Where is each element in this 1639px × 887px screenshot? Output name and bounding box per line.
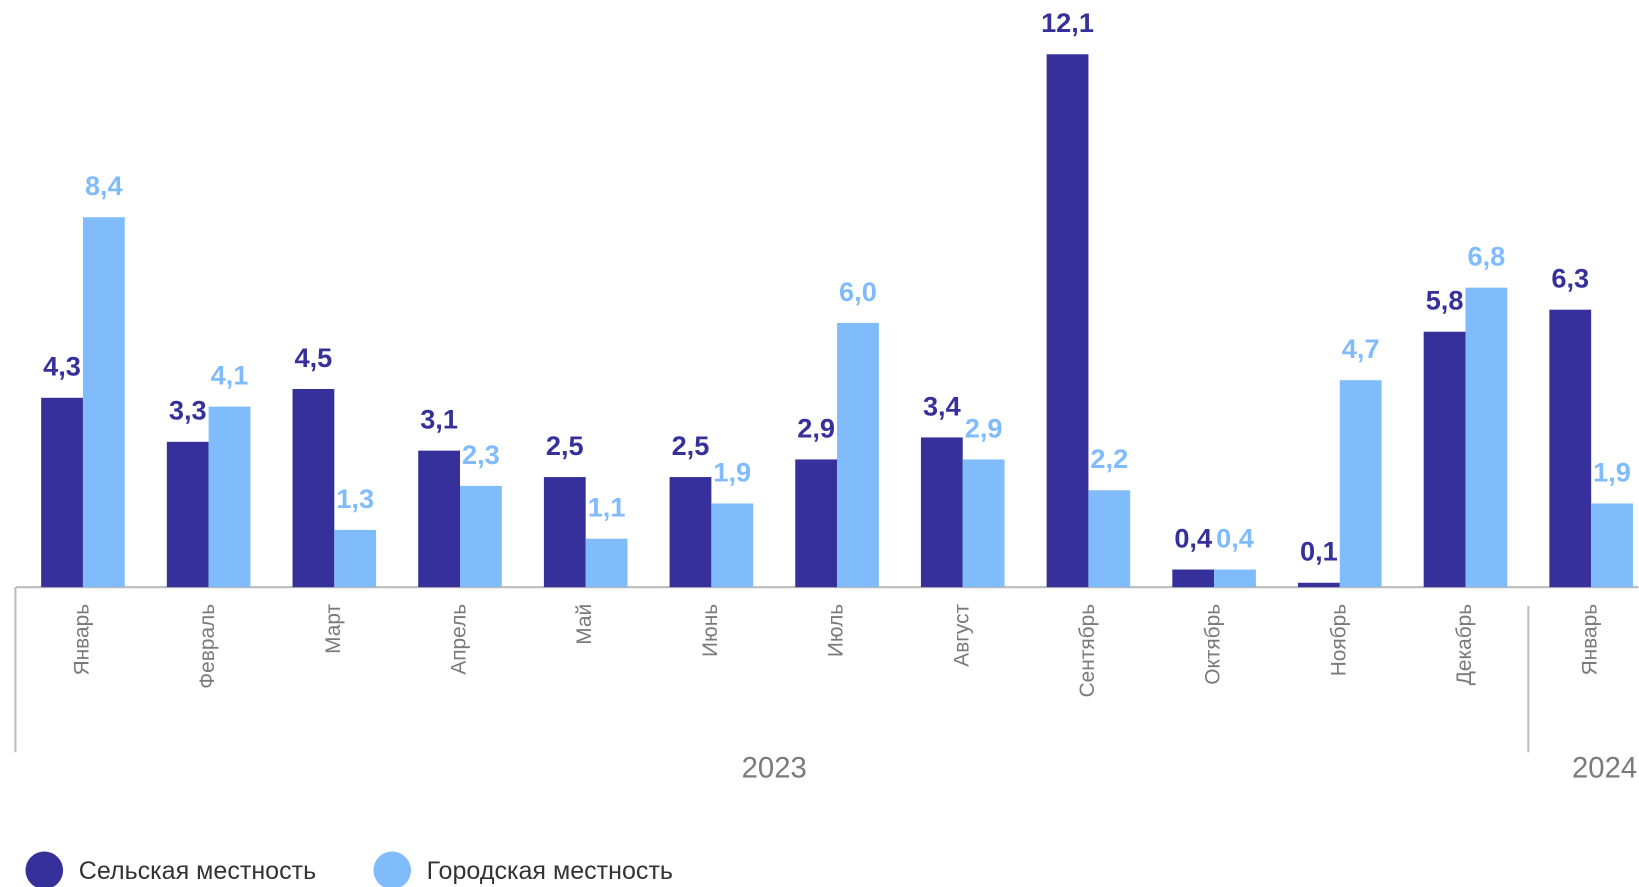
- x-tick-label: Декабрь: [1453, 604, 1476, 686]
- value-label: 4,3: [43, 351, 81, 382]
- value-label: 2,5: [672, 430, 710, 461]
- x-tick-label: Февраль: [196, 604, 219, 689]
- bar: [1591, 503, 1633, 588]
- bar: [1549, 309, 1592, 588]
- value-label: 1,1: [588, 492, 626, 523]
- bar: [669, 477, 712, 588]
- legend-label: Сельская местность: [79, 857, 316, 885]
- value-label: 6,8: [1467, 241, 1505, 272]
- bar: [1046, 54, 1089, 588]
- bar: [795, 459, 838, 588]
- value-label: 3,3: [169, 395, 207, 426]
- value-label: 6,3: [1551, 263, 1589, 294]
- value-label: 3,1: [420, 404, 458, 435]
- bar: [418, 450, 460, 588]
- value-label: 5,8: [1426, 285, 1464, 316]
- bar: [920, 437, 963, 588]
- value-label: 2,9: [797, 412, 835, 443]
- value-label: 2,5: [546, 430, 584, 461]
- bar: [334, 529, 377, 588]
- value-label: 2,9: [965, 412, 1003, 443]
- value-label: 12,1: [1041, 7, 1094, 38]
- x-tick-label: Ноябрь: [1327, 604, 1350, 677]
- x-tick-label: Март: [322, 603, 345, 653]
- value-label: 0,4: [1174, 522, 1212, 553]
- bar: [543, 477, 586, 588]
- bar: [1465, 287, 1508, 588]
- legend-swatch: [373, 851, 411, 887]
- bar: [1214, 569, 1256, 588]
- value-label: 0,1: [1300, 536, 1338, 567]
- bar: [1172, 569, 1215, 588]
- bar: [1297, 582, 1340, 588]
- bar: [82, 217, 125, 588]
- bar: [1088, 490, 1131, 588]
- bar: [1423, 331, 1466, 588]
- bar: [459, 485, 502, 588]
- value-label: 1,9: [713, 456, 751, 487]
- value-label: 2,2: [1090, 443, 1128, 474]
- bar: [41, 397, 83, 588]
- x-tick-label: Октябрь: [1202, 604, 1225, 685]
- bar: [962, 459, 1005, 588]
- value-label: 4,1: [211, 360, 249, 391]
- value-label: 2,3: [462, 439, 500, 470]
- x-tick-label: Январь: [1579, 604, 1602, 676]
- bar: [837, 322, 879, 588]
- x-tick-label: Июль: [825, 604, 848, 657]
- legend-label: Городская местность: [427, 857, 673, 885]
- x-tick-label: Май: [573, 604, 596, 645]
- group-label: 2024: [1572, 753, 1637, 785]
- value-label: 4,7: [1342, 333, 1380, 364]
- value-label: 3,4: [923, 390, 961, 421]
- value-label: 8,4: [85, 170, 123, 201]
- x-tick-label: Сентябрь: [1076, 604, 1099, 698]
- value-label: 1,9: [1593, 456, 1631, 487]
- value-label: 4,5: [295, 342, 333, 373]
- value-label: 1,3: [336, 483, 374, 514]
- x-tick-label: Август: [950, 603, 973, 666]
- legend-swatch: [25, 851, 64, 887]
- x-tick-label: Апрель: [448, 604, 471, 675]
- bar: [711, 503, 754, 588]
- bar: [585, 538, 628, 588]
- value-label: 6,0: [839, 276, 877, 307]
- group-label: 2023: [742, 753, 807, 785]
- bar: [292, 388, 335, 588]
- x-tick-label: Июнь: [699, 604, 722, 657]
- bar: [208, 406, 251, 588]
- x-tick-label: Январь: [70, 604, 93, 676]
- bar: [166, 441, 209, 588]
- bar: [1339, 380, 1382, 588]
- value-label: 0,4: [1216, 522, 1254, 553]
